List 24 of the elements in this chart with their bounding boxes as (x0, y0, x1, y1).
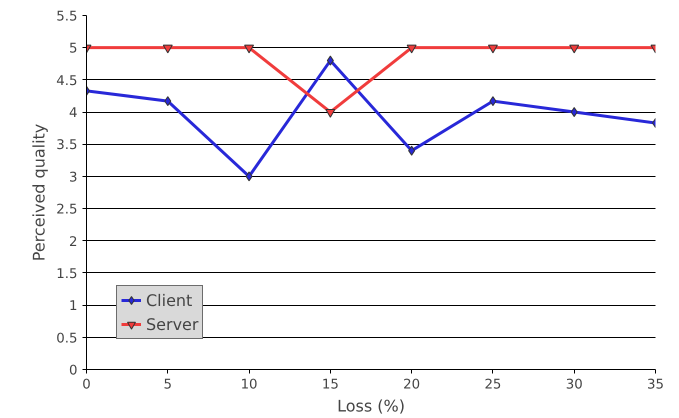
x-tick-label: 35 (647, 378, 664, 392)
y-tick-label: 4.5 (56, 74, 78, 89)
x-tick-label: 5 (164, 378, 172, 392)
y-tick-label: 0 (69, 364, 78, 378)
y-tick-label: 4 (69, 106, 78, 122)
x-tick-label: 30 (566, 378, 583, 392)
y-axis-title: Perceived quality (29, 124, 48, 262)
legend-label: Server (146, 314, 198, 334)
x-tick-label: 15 (322, 378, 339, 392)
y-tick-label: 5.5 (56, 10, 78, 24)
y-tick-label: 2.5 (56, 202, 78, 218)
x-tick-label: 0 (82, 378, 91, 392)
y-tick-label: 1.5 (56, 266, 78, 282)
legend-label: Client (146, 290, 192, 310)
y-tick-label: 5 (69, 42, 78, 57)
y-tick-label: 3 (69, 170, 78, 186)
y-tick-label: 2 (69, 234, 78, 250)
x-tick-label: 25 (484, 378, 502, 392)
x-tick-label: 10 (240, 378, 258, 392)
y-tick-label: 1 (69, 299, 78, 314)
x-tick-label: 20 (403, 378, 420, 392)
y-tick-label: 0.5 (56, 331, 78, 346)
x-axis-title: Loss (%) (337, 396, 405, 416)
y-tick-label: 3.5 (56, 138, 78, 154)
